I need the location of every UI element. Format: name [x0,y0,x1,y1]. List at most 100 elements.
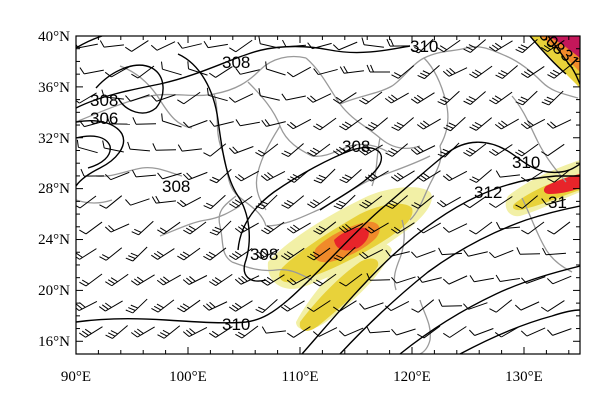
wind-barb [391,276,416,284]
wind-barb [203,247,227,261]
wind-barb [411,38,434,54]
wind-barb [255,298,278,314]
wind-barb [151,94,176,102]
lon-label: 100°E [169,369,207,385]
wind-barb [359,91,383,105]
wind-barb [177,91,201,105]
wind-barb [235,119,260,127]
wind-barb [280,300,305,312]
wind-barb [229,39,253,53]
wind-barb [104,171,130,181]
contour-label: 308 [342,137,370,156]
wind-barb [489,91,513,105]
wind-barb [385,195,408,209]
wind-barb [203,194,226,210]
wind-barb [438,247,463,256]
wind-barb [76,195,97,209]
wind-barb [98,300,123,312]
wind-barb [495,170,520,178]
wind-barb [152,143,177,151]
wind-barb [307,195,331,209]
wind-barb [286,66,312,78]
wind-barb [281,143,304,157]
wind-barb [332,41,358,51]
wind-barb [78,326,103,338]
lat-label: 16°N [38,334,70,350]
wind-barb [547,65,571,79]
wind-barb [203,40,228,49]
wind-barb [515,143,539,157]
wind-barb [229,195,253,209]
wind-barb [228,93,254,103]
wind-barb [391,328,416,336]
wind-barb [306,93,332,103]
lat-label: 32°N [38,131,70,147]
wind-barb [469,65,493,79]
wind-barb [391,65,415,79]
wind-barb [391,117,414,131]
wind-barb [417,64,440,80]
wind-barb [469,275,494,283]
wind-barb [488,40,513,52]
wind-barb [547,328,572,336]
wind-barbs [76,36,572,339]
wind-barb [156,274,181,286]
wind-barb [131,220,154,236]
wind-barb [130,326,155,338]
lat-label: 24°N [38,232,70,248]
wind-barb [313,68,338,76]
wind-barb [384,300,410,312]
wind-barb [366,64,391,73]
wind-barb [463,143,487,157]
wind-barb [261,326,286,334]
wind-barb [104,223,130,233]
wind-barb [255,143,279,157]
wind-barb [436,196,461,208]
wind-barb [463,195,487,209]
contour-label: 310 [410,37,438,56]
wind-barb [183,221,207,235]
wind-barb [234,170,259,182]
wind-barb [79,273,103,287]
wind-barb [228,300,253,312]
wind-barb [209,273,233,287]
wind-barb [442,223,468,233]
wind-barb [333,246,356,262]
wind-barb [489,196,513,208]
wind-barb [338,223,364,233]
wind-barb [265,61,286,76]
latitude-labels: 40°N 36°N 32°N 28°N 24°N 20°N 16°N [38,29,70,350]
wind-barb [546,119,572,129]
wind-barb [102,140,124,153]
wind-barb [235,325,259,339]
wind-barb [495,65,518,79]
wind-barb [229,146,254,154]
wind-barb [105,325,128,339]
wind-barb [358,249,384,259]
wind-barb [151,299,175,313]
wind-barb [254,249,280,259]
wind-barb [209,168,232,184]
wind-barb [99,247,123,261]
wind-barb [177,247,201,261]
wind-barb [131,65,155,79]
wind-barb [125,246,148,262]
lon-label: 110°E [281,369,318,385]
wind-barb [160,61,182,76]
wind-barb [157,172,182,180]
wind-barb [206,87,228,102]
wind-barb [333,92,357,104]
wind-barb [182,275,208,285]
wind-barb [366,325,391,334]
wind-barb [182,171,208,181]
wind-barb [157,221,181,235]
wind-barb [208,66,233,78]
wind-barb [281,93,306,101]
contour-label: 308 [250,245,278,264]
wind-barb [540,300,565,312]
wind-barb [443,326,467,338]
wind-barb [365,117,389,131]
contour-label: 31 [548,193,567,212]
wind-barb [313,117,337,131]
